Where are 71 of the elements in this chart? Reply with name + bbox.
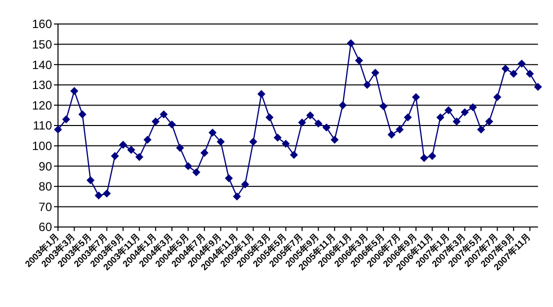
point <box>468 103 477 112</box>
point <box>306 111 314 120</box>
y-tick-label: 110 <box>32 118 52 133</box>
point <box>355 56 364 65</box>
y-tick-label: 160 <box>32 17 52 32</box>
point <box>412 93 420 102</box>
point <box>444 106 453 114</box>
point <box>371 68 380 77</box>
point <box>102 190 111 198</box>
y-tick-label: 120 <box>32 98 52 112</box>
point <box>192 168 200 176</box>
point <box>208 128 217 137</box>
point <box>330 136 339 144</box>
point <box>184 162 192 170</box>
point <box>224 174 233 182</box>
point <box>282 140 290 148</box>
point <box>54 126 62 134</box>
point <box>396 126 404 134</box>
point <box>110 152 119 160</box>
y-tick-label: 60 <box>38 220 52 234</box>
y-tick-label: 100 <box>32 139 52 153</box>
point <box>94 192 103 200</box>
point <box>452 117 461 126</box>
point <box>119 140 128 149</box>
point <box>485 117 494 126</box>
point <box>298 118 306 126</box>
point <box>62 115 70 124</box>
y-tick-label: 150 <box>32 38 52 52</box>
point <box>86 176 95 184</box>
point <box>290 150 298 159</box>
point <box>436 113 444 122</box>
point <box>510 70 518 78</box>
point <box>526 70 534 78</box>
y-tick-label: 70 <box>38 200 52 214</box>
point <box>70 86 78 95</box>
point <box>518 60 526 68</box>
point <box>216 138 225 146</box>
point <box>363 80 372 89</box>
point <box>322 124 330 132</box>
y-tick-label: 140 <box>32 58 52 72</box>
point <box>338 101 347 110</box>
point <box>241 180 250 188</box>
point <box>152 117 160 126</box>
point <box>534 82 542 91</box>
point <box>493 93 502 102</box>
point <box>428 152 436 160</box>
point <box>176 144 184 152</box>
point <box>257 90 266 98</box>
y-tick-label: 90 <box>38 159 52 174</box>
point <box>266 113 274 122</box>
point <box>200 148 208 157</box>
point <box>143 136 152 144</box>
point <box>78 110 86 118</box>
point <box>404 113 412 122</box>
point <box>135 152 144 161</box>
point <box>232 192 241 201</box>
point <box>346 39 355 48</box>
point <box>420 154 428 162</box>
point <box>477 126 486 134</box>
point <box>379 102 388 110</box>
point <box>388 130 396 139</box>
point <box>249 138 258 146</box>
point <box>168 120 176 128</box>
y-tick-label: 80 <box>38 180 52 194</box>
point <box>127 146 136 154</box>
point <box>501 64 510 73</box>
point <box>274 134 282 142</box>
point <box>460 108 469 116</box>
y-tick-label: 130 <box>32 78 52 92</box>
point <box>160 110 168 118</box>
point <box>314 119 322 128</box>
